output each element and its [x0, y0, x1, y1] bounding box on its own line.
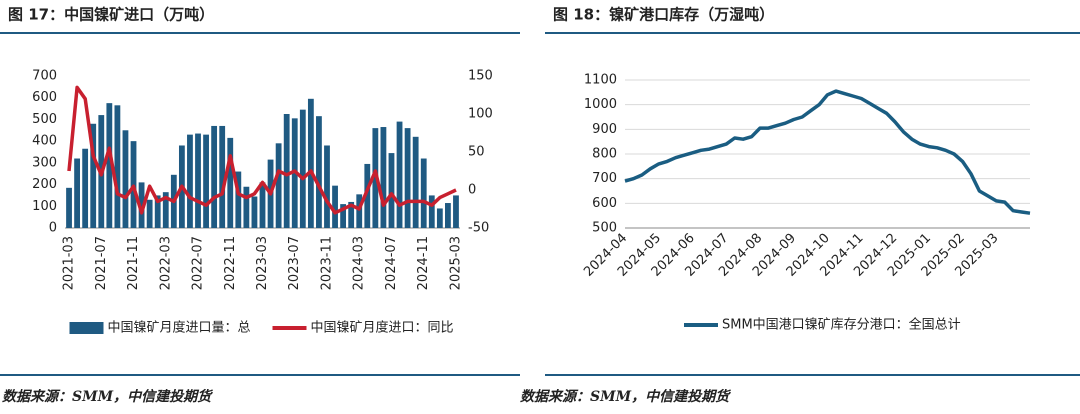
- bar: [106, 103, 113, 228]
- chart-title: 图 18：镍矿港口库存（万湿吨）: [553, 6, 774, 24]
- x-tick-label: 2021-11: [126, 236, 141, 290]
- bar: [243, 186, 250, 228]
- bar: [332, 185, 338, 228]
- bar: [396, 121, 403, 228]
- bar: [66, 187, 72, 228]
- bar: [445, 203, 451, 228]
- bar: [340, 204, 347, 228]
- y2-tick-label: -50: [468, 221, 489, 236]
- source: 数据来源：SMM，中信建投期货: [520, 388, 731, 405]
- source: 数据来源：SMM，中信建投期货: [2, 388, 213, 405]
- y-tick-label: 600: [32, 90, 57, 105]
- bar: [348, 201, 355, 228]
- y-tick-label: 1100: [584, 73, 617, 88]
- legend-label: SMM中国港口镍矿库存分港口：全国总计: [722, 317, 961, 333]
- bar: [74, 158, 80, 228]
- bar: [82, 148, 89, 228]
- legend-swatch: [69, 322, 104, 334]
- x-tick-label: 2021-07: [94, 236, 109, 290]
- legend-label: 中国镍矿月度进口：同比: [311, 320, 454, 336]
- x-tick-label: 2024-03: [352, 236, 367, 290]
- line: [67, 85, 457, 215]
- y-tick-label: 1000: [584, 97, 617, 112]
- y-tick-label: 700: [592, 171, 617, 186]
- bar: [251, 196, 258, 228]
- bar: [187, 134, 193, 228]
- y-tick-label: 500: [592, 221, 617, 236]
- x-tick-label: 2024-07: [384, 236, 399, 290]
- y-tick-label: 500: [32, 112, 57, 127]
- y-tick-label: 400: [32, 134, 57, 149]
- bar: [388, 153, 395, 228]
- line: [624, 89, 1031, 215]
- bar: [453, 195, 459, 228]
- bar: [356, 194, 363, 228]
- x-tick-label: 2022-07: [191, 236, 206, 290]
- bar: [420, 158, 427, 228]
- y2-tick-label: 100: [468, 107, 493, 122]
- bar: [316, 116, 322, 228]
- bar: [138, 182, 145, 228]
- bar: [307, 98, 314, 228]
- bar: [428, 195, 435, 228]
- bar: [154, 195, 161, 228]
- bar: [122, 130, 129, 228]
- x-tick-label: 2023-11: [319, 236, 334, 290]
- bar: [90, 123, 97, 228]
- y-tick-label: 100: [32, 199, 57, 214]
- bar: [299, 109, 306, 228]
- x-tick-label: 2025-03: [448, 236, 463, 290]
- bar: [283, 114, 290, 228]
- x-tick-label: 2022-11: [223, 236, 238, 290]
- bar: [146, 199, 153, 228]
- bar: [235, 171, 242, 228]
- bar: [259, 182, 266, 228]
- bar: [404, 128, 411, 228]
- x-tick-label: 2023-07: [287, 236, 302, 290]
- y2-tick-label: 50: [468, 145, 485, 160]
- y-tick-label: 0: [49, 221, 57, 236]
- bar: [162, 192, 169, 228]
- y-tick-label: 800: [592, 147, 617, 162]
- y-tick-label: 300: [32, 155, 57, 170]
- bar: [211, 125, 218, 228]
- bar: [195, 133, 201, 228]
- bar: [227, 137, 234, 228]
- y2-tick-label: 0: [468, 183, 476, 198]
- bar: [364, 163, 371, 228]
- y-tick-label: 200: [32, 177, 57, 192]
- x-tick-label: 2023-03: [255, 236, 270, 290]
- bar: [436, 208, 443, 228]
- legend-label: 中国镍矿月度进口量：总: [108, 320, 251, 336]
- y-tick-label: 600: [592, 196, 617, 211]
- bar: [324, 145, 330, 228]
- bar: [203, 134, 209, 228]
- y-tick-label: 700: [32, 69, 57, 84]
- chart-title: 图 17：中国镍矿进口（万吨）: [8, 6, 214, 24]
- bar: [412, 136, 419, 228]
- bar: [219, 125, 226, 228]
- x-tick-label: 2024-11: [416, 236, 431, 290]
- bar: [114, 105, 121, 228]
- y2-tick-label: 150: [468, 69, 493, 84]
- x-tick-label: 2022-03: [158, 236, 173, 290]
- x-tick-label: 2021-03: [62, 236, 77, 290]
- bar: [275, 143, 282, 228]
- bar: [380, 127, 387, 228]
- y-tick-label: 900: [592, 122, 617, 137]
